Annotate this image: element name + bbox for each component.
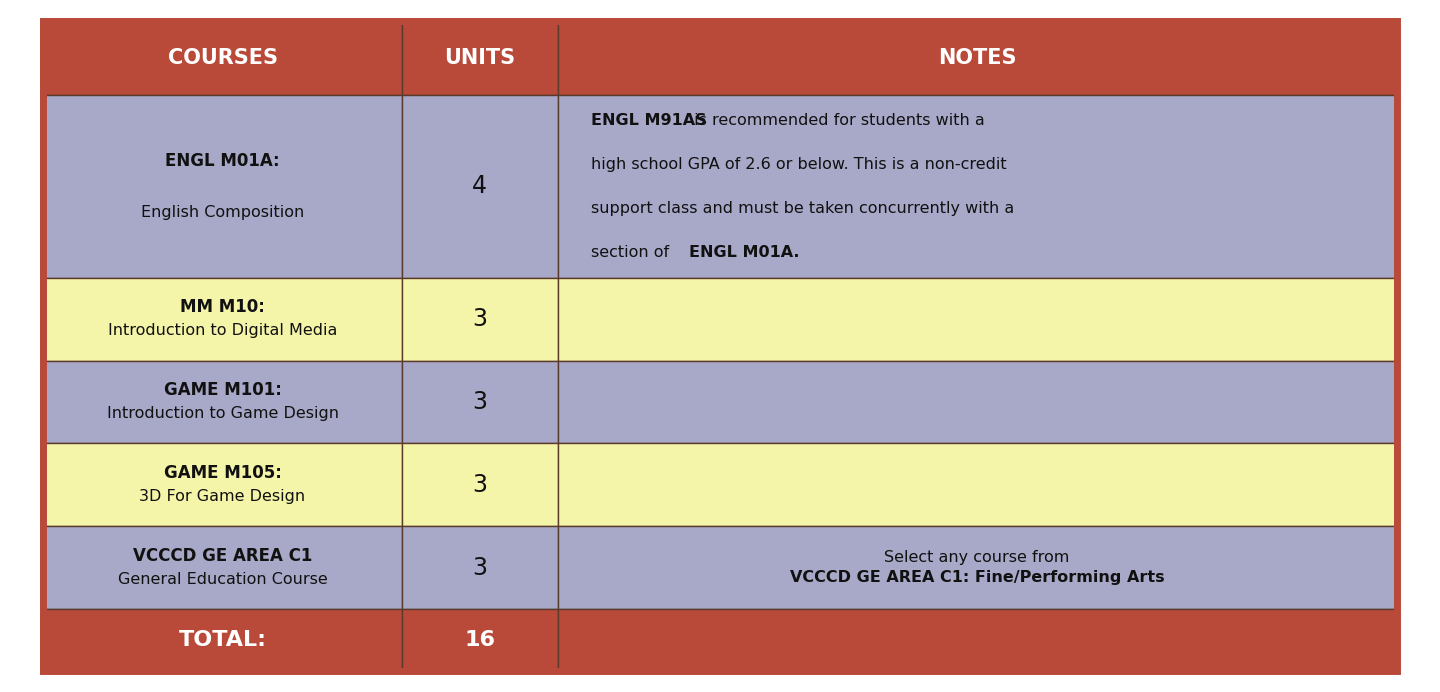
Text: Introduction to Game Design: Introduction to Game Design	[107, 406, 338, 421]
Text: 3: 3	[472, 307, 487, 331]
Text: English Composition: English Composition	[141, 205, 304, 219]
Text: NOTES: NOTES	[937, 48, 1017, 68]
Text: ENGL M91AS: ENGL M91AS	[592, 113, 707, 128]
Bar	[43, 526, 402, 609]
Text: General Education Course: General Education Course	[118, 572, 327, 587]
Text: TOTAL:: TOTAL:	[179, 630, 266, 650]
Bar	[43, 277, 402, 361]
Text: UNITS: UNITS	[444, 48, 516, 68]
Text: COURSES: COURSES	[167, 48, 278, 68]
Bar	[557, 277, 1397, 361]
Bar	[402, 21, 557, 95]
Bar	[43, 444, 402, 526]
Text: 3D For Game Design: 3D For Game Design	[140, 489, 305, 504]
Bar	[402, 361, 557, 444]
Bar	[557, 444, 1397, 526]
Bar	[43, 609, 402, 671]
Text: Select any course from: Select any course from	[884, 550, 1070, 565]
Text: ENGL M01A.: ENGL M01A.	[690, 244, 799, 260]
Text: is recommended for students with a: is recommended for students with a	[690, 113, 985, 128]
Text: 3: 3	[472, 390, 487, 414]
Bar	[43, 95, 402, 277]
Bar	[43, 361, 402, 444]
Text: high school GPA of 2.6 or below. This is a non-credit: high school GPA of 2.6 or below. This is…	[592, 157, 1007, 172]
Text: 4: 4	[472, 174, 487, 199]
Text: 3: 3	[472, 473, 487, 497]
Bar	[402, 277, 557, 361]
Text: 16: 16	[464, 630, 495, 650]
Text: section of: section of	[592, 244, 674, 260]
Bar	[402, 95, 557, 277]
Text: GAME M105:: GAME M105:	[164, 464, 281, 482]
Bar	[402, 444, 557, 526]
Text: GAME M101:: GAME M101:	[164, 381, 281, 399]
Text: ENGL M01A:: ENGL M01A:	[166, 152, 279, 170]
Bar	[557, 526, 1397, 609]
Text: MM M10:: MM M10:	[180, 298, 265, 316]
Bar	[402, 609, 557, 671]
Bar	[557, 95, 1397, 277]
Text: Introduction to Digital Media: Introduction to Digital Media	[108, 323, 337, 338]
Text: 3: 3	[472, 556, 487, 580]
Text: VCCCD GE AREA C1: Fine/Performing Arts: VCCCD GE AREA C1: Fine/Performing Arts	[791, 570, 1165, 585]
Bar	[557, 21, 1397, 95]
Bar	[557, 609, 1397, 671]
Bar	[402, 526, 557, 609]
Bar	[43, 21, 402, 95]
Bar	[557, 361, 1397, 444]
Text: VCCCD GE AREA C1: VCCCD GE AREA C1	[132, 547, 312, 565]
Text: support class and must be taken concurrently with a: support class and must be taken concurre…	[592, 201, 1014, 216]
